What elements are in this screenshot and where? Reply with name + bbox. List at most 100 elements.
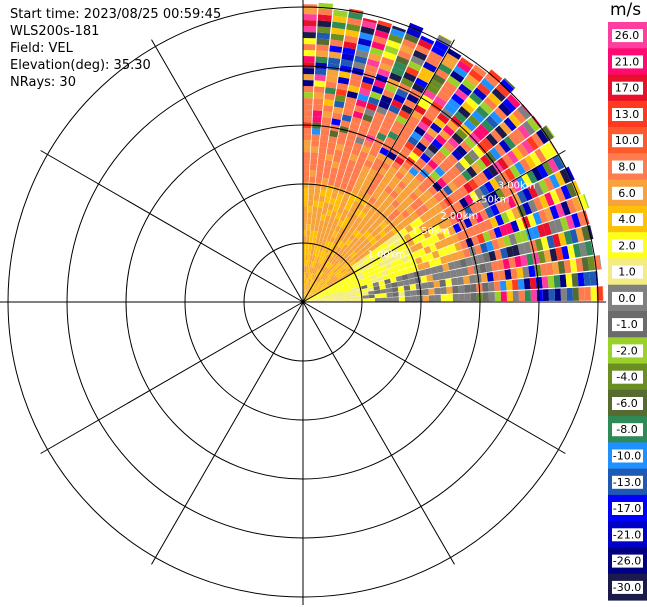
- velocity-gate: [548, 173, 561, 189]
- velocity-gate: [367, 266, 375, 273]
- velocity-gate: [333, 217, 340, 226]
- velocity-gate: [390, 234, 399, 243]
- velocity-gate: [495, 188, 506, 201]
- velocity-gate: [406, 27, 422, 39]
- velocity-gate: [305, 254, 308, 261]
- velocity-gate: [566, 182, 578, 198]
- velocity-gate: [342, 287, 350, 291]
- velocity-gate: [312, 206, 318, 214]
- velocity-gate: [447, 98, 461, 111]
- azimuth-line: [302, 301, 455, 565]
- velocity-gate: [467, 114, 481, 128]
- velocity-gate: [308, 298, 315, 301]
- velocity-gate: [405, 205, 415, 215]
- velocity-gate: [438, 129, 451, 141]
- velocity-gate: [320, 281, 327, 287]
- velocity-gate: [391, 248, 400, 256]
- velocity-gate: [427, 185, 438, 196]
- velocity-gate: [454, 88, 469, 101]
- velocity-gate: [314, 300, 321, 302]
- velocity-gate: [514, 161, 526, 176]
- velocity-gate: [303, 110, 313, 117]
- velocity-gate: [332, 237, 339, 245]
- velocity-gate: [584, 240, 594, 256]
- velocity-gate: [306, 224, 311, 231]
- velocity-gate: [510, 179, 522, 193]
- velocity-gate: [512, 128, 526, 143]
- velocity-gate: [313, 86, 325, 94]
- velocity-gate: [327, 178, 336, 186]
- velocity-gate: [371, 117, 383, 127]
- velocity-gate: [338, 297, 345, 300]
- velocity-gate: [459, 140, 472, 153]
- velocity-gate: [467, 226, 477, 237]
- velocity-gate: [487, 92, 502, 106]
- velocity-gate: [442, 184, 453, 196]
- velocity-gate: [316, 170, 324, 178]
- range-ring-labels: 1.00km 1.50km 2.00km 2.50km 3.00km: [367, 180, 535, 260]
- velocity-gate: [578, 242, 588, 257]
- velocity-gate: [363, 230, 371, 239]
- velocity-gate: [442, 228, 451, 238]
- velocity-gate: [318, 8, 333, 16]
- velocity-gate: [458, 285, 465, 294]
- velocity-gate: [369, 90, 382, 101]
- velocity-gate: [484, 73, 499, 88]
- velocity-gate: [324, 215, 331, 222]
- velocity-gate: [499, 79, 515, 94]
- velocity-gate: [422, 61, 437, 73]
- velocity-gate: [373, 252, 381, 260]
- velocity-gate: [307, 285, 312, 292]
- velocity-gate: [307, 206, 313, 213]
- velocity-gate: [409, 191, 419, 202]
- velocity-gate: [417, 120, 430, 132]
- velocity-gate: [328, 51, 342, 59]
- velocity-gate: [439, 279, 447, 287]
- velocity-gate: [484, 150, 497, 164]
- velocity-gate: [461, 169, 473, 182]
- velocity-gate: [317, 158, 325, 166]
- velocity-gate: [309, 236, 314, 243]
- velocity-gate: [566, 198, 577, 214]
- velocity-gate: [404, 296, 411, 302]
- velocity-gate: [307, 285, 311, 292]
- velocity-gate: [382, 50, 397, 61]
- colorbar-tick-bg: [612, 449, 643, 463]
- velocity-gate: [337, 131, 348, 140]
- velocity-gate: [429, 122, 442, 134]
- velocity-gate: [356, 272, 364, 278]
- velocity-gate: [338, 275, 345, 281]
- velocity-gate: [356, 175, 366, 185]
- velocity-gate: [348, 241, 355, 249]
- velocity-gate: [437, 272, 446, 280]
- velocity-gate: [312, 267, 316, 274]
- velocity-gate: [469, 190, 480, 203]
- velocity-gate: [547, 158, 560, 173]
- velocity-gate: [536, 224, 547, 238]
- velocity-gate: [309, 273, 313, 280]
- velocity-gate: [335, 246, 342, 254]
- velocity-gate: [385, 262, 393, 270]
- velocity-gate: [433, 40, 449, 52]
- velocity-gate: [440, 85, 454, 98]
- velocity-gate: [441, 57, 456, 70]
- colorbar-tick-label: 13.0: [615, 108, 640, 121]
- velocity-gate: [347, 282, 355, 287]
- velocity-gate: [368, 298, 375, 302]
- velocity-gate: [552, 155, 565, 171]
- velocity-gate: [432, 224, 442, 234]
- colorbar-tick-bg: [612, 344, 643, 358]
- velocity-gate: [381, 121, 393, 131]
- velocity-gate: [347, 257, 355, 265]
- velocity-gate: [389, 190, 399, 200]
- velocity-gate: [317, 287, 324, 293]
- velocity-gate: [474, 212, 484, 224]
- velocity-gate: [358, 252, 366, 260]
- velocity-gate: [447, 48, 462, 60]
- velocity-gate: [459, 57, 474, 69]
- velocity-gate: [383, 225, 392, 234]
- velocity-gate: [308, 188, 315, 195]
- velocity-gate: [471, 235, 480, 246]
- velocity-gate: [528, 265, 536, 278]
- velocity-gate: [404, 195, 415, 206]
